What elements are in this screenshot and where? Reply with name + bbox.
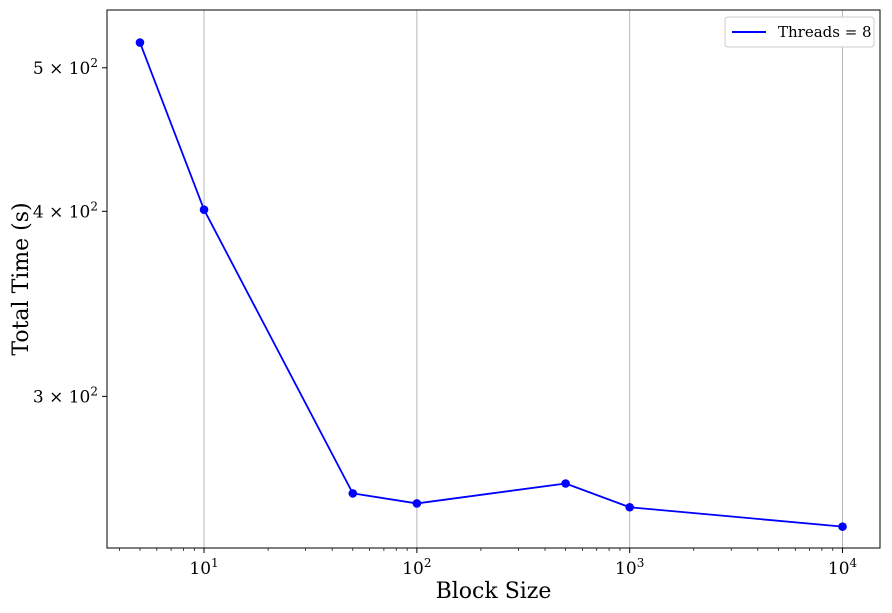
y-tick-label: 3 × 102 (33, 384, 98, 407)
data-point (412, 499, 422, 508)
legend-entry-label: Threads = 8 (778, 23, 872, 41)
data-point (625, 502, 634, 512)
data-point (199, 205, 209, 215)
x-tick-label: 103 (615, 556, 644, 579)
major-ticks (102, 67, 844, 553)
x-tick-label: 102 (402, 556, 431, 579)
grid-layer (203, 10, 843, 548)
legend-box (724, 16, 875, 48)
plot-frame (106, 9, 881, 549)
x-axis-label: Block Size (436, 579, 552, 604)
y-tick-label: 5 × 102 (33, 56, 98, 79)
y-axis-label: Total Time (s) (9, 202, 34, 355)
data-point (838, 522, 847, 531)
data-point (561, 479, 570, 488)
data-point (135, 38, 145, 47)
tick-labels: 101 102 103 104 3 × 102 4 × 102 5 × 102 (33, 56, 858, 579)
y-tick-label: 4 × 102 (33, 199, 98, 222)
legend: Threads = 8 (724, 16, 875, 48)
x-tick-label: 101 (189, 556, 218, 579)
data-point (348, 489, 358, 498)
series-line (139, 42, 843, 528)
x-tick-label: 104 (828, 556, 858, 579)
series-layer (135, 38, 847, 531)
